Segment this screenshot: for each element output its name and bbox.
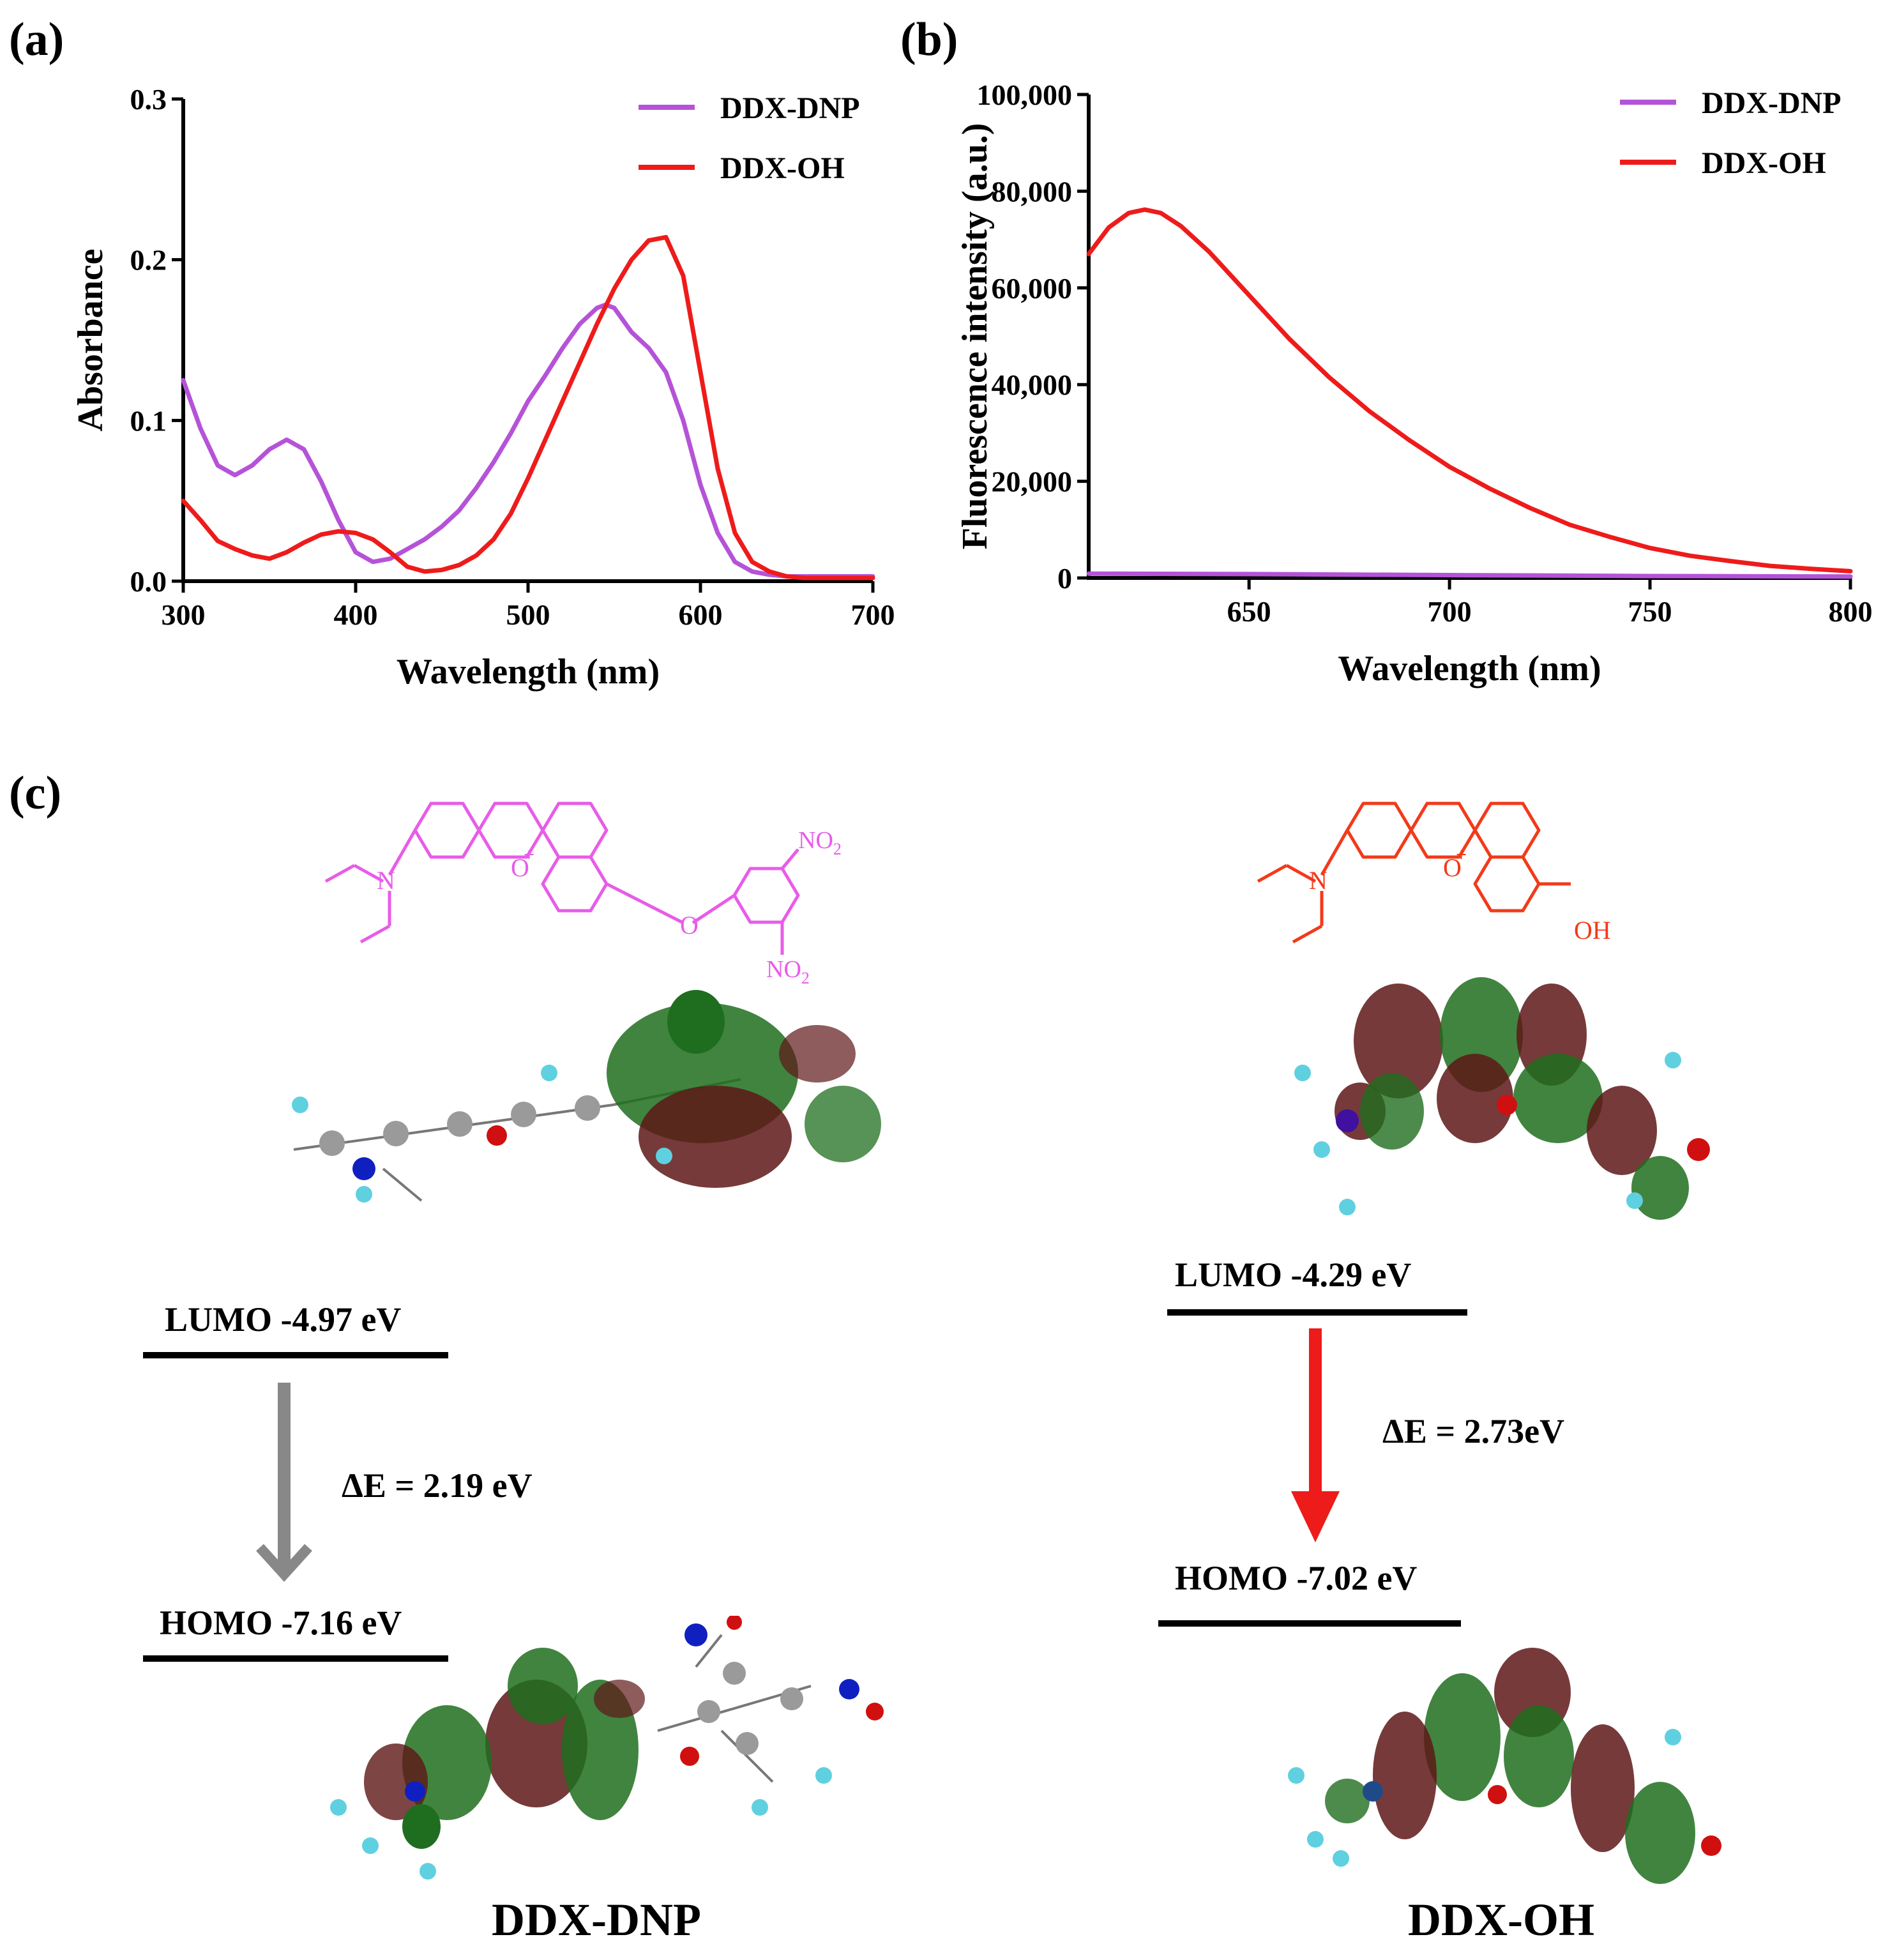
y-tick-label: 0.0 — [130, 565, 167, 598]
series-line-ddx-oh — [181, 234, 875, 581]
y-tick-label: 0.3 — [130, 83, 167, 116]
x-axis-label: Wavelength (nm) — [397, 652, 660, 692]
ddx-dnp-structure: N O + O NO2 NO2 — [324, 801, 842, 987]
oh-lumo-level-line — [1167, 1309, 1467, 1316]
dnp-homo-label: HOMO -7.16 eV — [160, 1604, 402, 1642]
series-line-ddx-dnp — [1086, 571, 1853, 579]
dnp-no2-top-sub: 2 — [833, 840, 842, 858]
y-tick-label: 20,000 — [992, 466, 1073, 498]
y-tick-label: 100,000 — [977, 79, 1073, 111]
dnp-lumo-label: LUMO -4.97 eV — [165, 1300, 402, 1339]
dnp-no2-top: NO — [798, 827, 833, 854]
x-tick-label: 400 — [334, 598, 378, 631]
y-tick-label: 40,000 — [992, 368, 1073, 401]
x-tick-label: 300 — [162, 598, 206, 631]
oh-lumo-label: LUMO -4.29 eV — [1175, 1256, 1412, 1294]
dnp-lumo-level-line — [143, 1352, 448, 1358]
legend-label-ddx-dnp: DDX-DNP — [720, 91, 860, 125]
x-tick-label: 750 — [1628, 595, 1672, 628]
panel-label-b: (b) — [900, 13, 958, 66]
dnp-ring-oxygen: O — [511, 853, 529, 882]
dnp-molecule-name: DDX-DNP — [492, 1894, 701, 1945]
x-tick-label: 650 — [1227, 595, 1271, 628]
oh-oxygen-charge: + — [1456, 844, 1467, 865]
ddx-dnp-homo-orbital — [330, 1616, 884, 1880]
y-tick-label: 80,000 — [992, 175, 1073, 208]
x-tick-label: 700 — [851, 598, 895, 631]
oh-gap-label: ΔE = 2.73eV — [1382, 1412, 1565, 1450]
dnp-transition-arrow — [256, 1383, 312, 1582]
oh-transition-arrow — [1291, 1328, 1340, 1542]
oh-homo-level-line — [1158, 1620, 1461, 1627]
x-tick-label: 700 — [1428, 595, 1472, 628]
svg-text:NO2: NO2 — [798, 827, 842, 858]
ddx-dnp-lumo-orbital — [292, 990, 881, 1203]
y-tick-label: 0 — [1057, 562, 1072, 595]
y-axis-label: Fluorescence intensity (a.u.) — [955, 123, 995, 550]
x-tick-label: 800 — [1829, 595, 1873, 628]
dnp-no2-bottom-sub: 2 — [801, 969, 810, 987]
y-tick-label: 0.1 — [130, 404, 167, 437]
ddx-oh-lumo-orbital — [1294, 977, 1710, 1220]
dnp-homo-level-line — [143, 1655, 448, 1662]
series-line-ddx-oh — [1086, 207, 1853, 574]
y-axis-label: Absorbance — [71, 248, 110, 431]
series-line-ddx-dnp — [181, 302, 875, 579]
y-tick-label: 0.2 — [130, 244, 167, 277]
dnp-n-atom: N — [377, 866, 395, 895]
oh-ring-oxygen: O — [1443, 853, 1462, 882]
dnp-oxygen-charge: + — [524, 844, 534, 865]
fluorescence-chart: 0 20,000 40,000 60,000 80,000 100,000 650 700 75… — [955, 79, 1873, 688]
oh-molecule-name: DDX-OH — [1408, 1894, 1594, 1945]
legend-label-ddx-oh: DDX-OH — [720, 151, 845, 185]
panel-label-a: (a) — [9, 13, 64, 66]
oh-n-atom: N — [1309, 866, 1327, 895]
legend-label-ddx-oh: DDX-OH — [1702, 146, 1826, 180]
oh-homo-label: HOMO -7.02 eV — [1175, 1559, 1418, 1597]
ddx-oh-structure: N O + OH — [1257, 801, 1611, 945]
oh-hydroxyl: OH — [1574, 916, 1611, 945]
x-axis-label: Wavelength (nm) — [1338, 649, 1601, 688]
dnp-gap-label: ΔE = 2.19 eV — [342, 1466, 533, 1505]
ddx-oh-homo-orbital — [1288, 1648, 1721, 1884]
legend-label-ddx-dnp: DDX-DNP — [1702, 86, 1841, 120]
x-tick-label: 500 — [506, 598, 550, 631]
svg-text:NO2: NO2 — [766, 956, 810, 987]
x-tick-label: 600 — [679, 598, 723, 631]
panel-label-c: (c) — [9, 767, 62, 819]
y-tick-label: 60,000 — [992, 272, 1073, 305]
dnp-no2-bottom: NO — [766, 956, 801, 983]
dnp-ether-oxygen: O — [680, 911, 699, 939]
absorbance-chart: 0.0 0.1 0.2 0.3 300 400 500 600 700 Wavelength (n… — [71, 83, 895, 692]
